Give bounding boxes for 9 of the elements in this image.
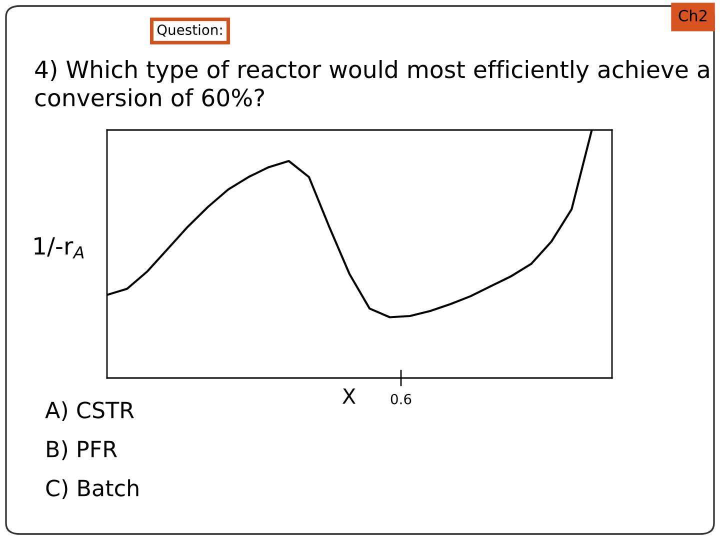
text: B) PFR bbox=[47, 440, 117, 460]
text: Question: bbox=[157, 24, 222, 37]
chart-title: 4) Which type of reactor would most efficiently achieve a conversion of 60%? bbox=[35, 60, 709, 107]
y-axis-title: 1/-r$_{A}$ bbox=[34, 237, 84, 258]
text: 0.6 bbox=[390, 394, 412, 404]
text: Ch2 bbox=[678, 10, 707, 22]
text: C) Batch bbox=[46, 479, 138, 500]
text: A) CSTR bbox=[45, 401, 134, 422]
x-axis-title: X bbox=[342, 388, 356, 404]
